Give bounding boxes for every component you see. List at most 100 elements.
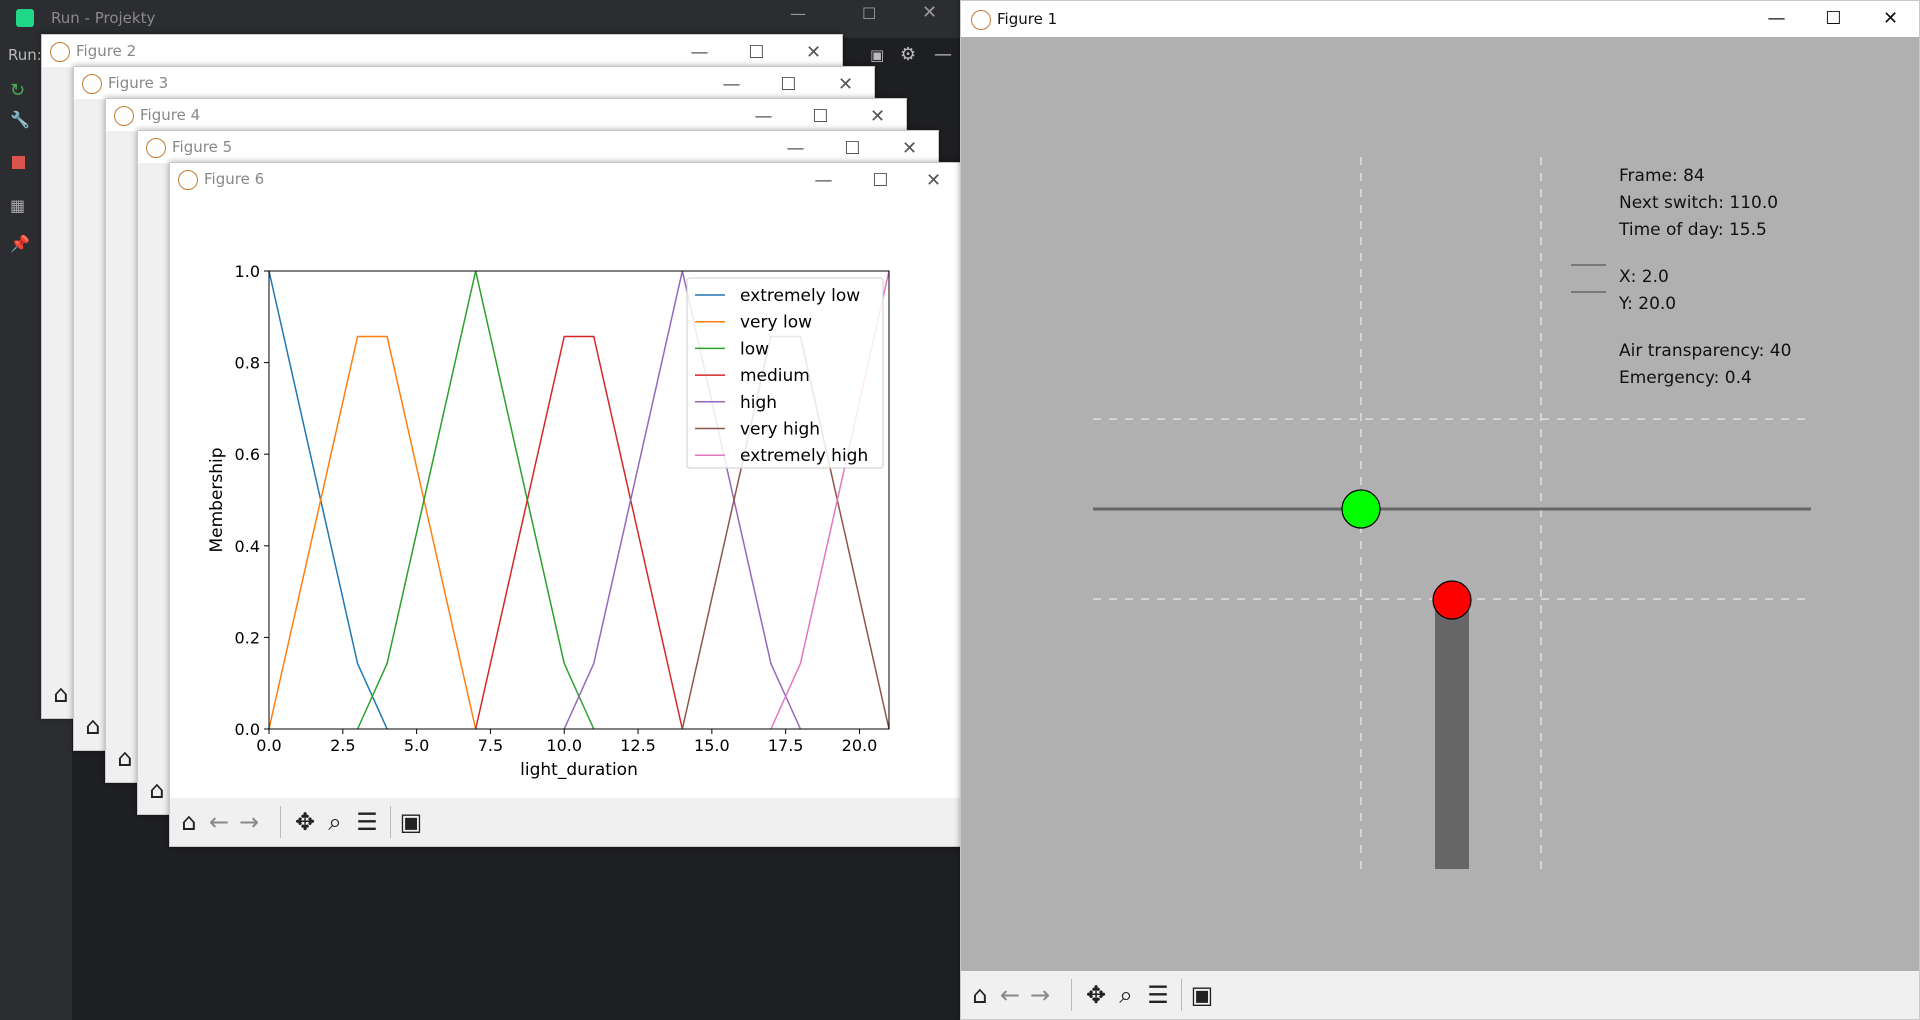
figure-canvas[interactable]: 0.0 2.5 5.0 7.5 10.0 12.5 15.0 17.5 20.0 0.0 0.2 0.… <box>170 195 962 798</box>
home-icon[interactable]: ⌂ <box>117 744 133 772</box>
x-text: X: 2.0 <box>1619 267 1669 287</box>
window-title: Figure 5 <box>172 138 233 156</box>
x-tick-label-2: 5.0 <box>404 736 429 755</box>
run-label: Run: <box>8 46 42 64</box>
window-title: Figure 6 <box>204 170 265 188</box>
home-icon[interactable]: ⌂ <box>972 981 988 1009</box>
pycharm-icon <box>16 9 34 27</box>
legend-label-6: extremely high <box>740 446 868 466</box>
stop-icon[interactable] <box>12 156 25 169</box>
layout-icon[interactable]: ▦ <box>10 196 26 215</box>
matplotlib-icon <box>50 42 70 62</box>
maximize-icon[interactable]: ☐ <box>1825 8 1842 29</box>
ide-title: Run - Projekty <box>51 9 156 27</box>
back-arrow-icon[interactable]: ← <box>999 981 1021 1009</box>
vertical-road-queue <box>1435 599 1469 869</box>
pan-icon[interactable]: ✥ <box>294 808 316 836</box>
simulation-canvas[interactable]: Frame: 84 Next switch: 110.0 Time of day… <box>961 37 1919 971</box>
maximize-icon[interactable]: ☐ <box>780 74 797 95</box>
minimize-icon[interactable]: — <box>754 106 773 127</box>
window-title: Figure 4 <box>140 106 201 124</box>
window-title-bar[interactable]: Figure 3 — ☐ ✕ <box>74 67 874 99</box>
window-title-bar[interactable]: Figure 5 — ☐ ✕ <box>138 131 938 163</box>
minimize-icon[interactable]: — <box>790 4 806 23</box>
emergency-text: Emergency: 0.4 <box>1619 368 1752 388</box>
y-tick-label-3: 0.6 <box>235 445 260 464</box>
green-light <box>1341 489 1381 529</box>
home-icon[interactable]: ⌂ <box>85 712 101 740</box>
window-title-bar[interactable]: Figure 4 — ☐ ✕ <box>106 99 906 131</box>
save-icon[interactable]: ▣ <box>399 808 423 836</box>
close-icon[interactable]: ✕ <box>925 170 942 191</box>
pin-icon[interactable]: 📌 <box>10 234 30 253</box>
home-icon[interactable]: ⌂ <box>53 680 69 708</box>
close-icon[interactable]: ✕ <box>837 74 854 95</box>
maximize-icon[interactable]: ☐ <box>844 138 861 159</box>
y-tick-label-2: 0.4 <box>235 537 260 556</box>
legend-box <box>686 277 884 469</box>
ide-sidebar: ↻ 🔧 ▦ 📌 <box>0 38 38 1020</box>
legend-label-3: medium <box>740 366 810 386</box>
close-icon[interactable]: ✕ <box>869 106 886 127</box>
matplotlib-icon <box>178 170 198 190</box>
y-tick-label-0: 0.0 <box>235 720 260 739</box>
settings-gear-icon[interactable]: ⚙ <box>900 44 917 65</box>
series-line-2 <box>356 270 595 730</box>
pan-icon[interactable]: ✥ <box>1085 981 1107 1009</box>
minimize-icon[interactable]: — <box>690 42 709 63</box>
rerun-icon[interactable]: ↻ <box>10 80 26 101</box>
x-tick-label-4: 10.0 <box>546 736 582 755</box>
axes-frame <box>268 270 890 730</box>
close-icon[interactable]: ✕ <box>1882 8 1899 29</box>
window-title-bar[interactable]: Figure 1 — ☐ ✕ <box>961 1 1919 37</box>
maximize-icon[interactable]: ☐ <box>812 106 829 127</box>
forward-arrow-icon[interactable]: → <box>1029 981 1051 1009</box>
figure-1-window[interactable]: Figure 1 — ☐ ✕ Frame: 84 Next switch: 11… <box>960 0 1920 1020</box>
x-tick-label-3: 7.5 <box>478 736 503 755</box>
hide-icon[interactable]: — <box>934 44 952 65</box>
window-title: Figure 3 <box>108 74 169 92</box>
time-of-day-text: Time of day: 15.5 <box>1619 220 1767 240</box>
minimize-icon[interactable]: — <box>786 138 805 159</box>
zoom-icon[interactable]: ⌕ <box>1119 981 1133 1009</box>
window-title-bar[interactable]: Figure 6 — ☐ ✕ <box>170 163 962 195</box>
zoom-icon[interactable]: ⌕ <box>328 808 342 836</box>
membership-chart: 0.0 2.5 5.0 7.5 10.0 12.5 15.0 17.5 20.0 0.0 0.2 0.… <box>207 262 890 780</box>
minimize-icon[interactable]: — <box>722 74 741 95</box>
maximize-icon[interactable]: ☐ <box>872 170 889 191</box>
x-tick-label-8: 20.0 <box>842 736 878 755</box>
x-tick-label-1: 2.5 <box>330 736 355 755</box>
close-icon[interactable]: ✕ <box>805 42 822 63</box>
info-panel: Frame: 84 Next switch: 110.0 Time of day… <box>1619 163 1791 392</box>
window-title-bar[interactable]: Figure 2 — ☐ ✕ <box>42 35 842 67</box>
configure-subplots-icon[interactable]: ☰ <box>1147 981 1169 1009</box>
wrench-icon[interactable]: 🔧 <box>10 110 30 129</box>
configure-subplots-icon[interactable]: ☰ <box>356 808 378 836</box>
legend-label-0: extremely low <box>740 286 860 306</box>
maximize-icon[interactable]: ☐ <box>862 4 877 23</box>
window-title: Figure 2 <box>76 42 137 60</box>
close-icon[interactable]: ✕ <box>922 2 938 23</box>
minimize-icon[interactable]: — <box>814 170 833 191</box>
home-icon[interactable]: ⌂ <box>181 808 197 836</box>
save-icon[interactable]: ▣ <box>1190 981 1214 1009</box>
x-tick-label-7: 17.5 <box>768 736 804 755</box>
ide-title-bar: Run - Projekty — ☐ ✕ <box>0 0 960 38</box>
figure-6-window[interactable]: Figure 6 — ☐ ✕ 0.0 2.5 5.0 7.5 10.0 12.5 15.0 17.… <box>169 162 963 847</box>
legend-label-4: high <box>740 393 777 413</box>
legend-label-5: very high <box>740 420 820 440</box>
x-tick-label-5: 12.5 <box>620 736 656 755</box>
home-icon[interactable]: ⌂ <box>149 776 165 804</box>
next-switch-text: Next switch: 110.0 <box>1619 193 1779 213</box>
y-tick-label-4: 0.8 <box>235 354 260 373</box>
toolbar: ⌂ ← → ✥ ⌕ ☰ ▣ <box>961 971 1919 1019</box>
panel-icon[interactable]: ▣ <box>870 46 885 64</box>
frame-text: Frame: 84 <box>1619 166 1705 186</box>
back-arrow-icon[interactable]: ← <box>208 808 230 836</box>
air-transparency-text: Air transparency: 40 <box>1619 341 1792 361</box>
minimize-icon[interactable]: — <box>1767 8 1786 29</box>
close-icon[interactable]: ✕ <box>901 138 918 159</box>
forward-arrow-icon[interactable]: → <box>238 808 260 836</box>
maximize-icon[interactable]: ☐ <box>748 42 765 63</box>
legend-label-2: low <box>740 339 769 359</box>
